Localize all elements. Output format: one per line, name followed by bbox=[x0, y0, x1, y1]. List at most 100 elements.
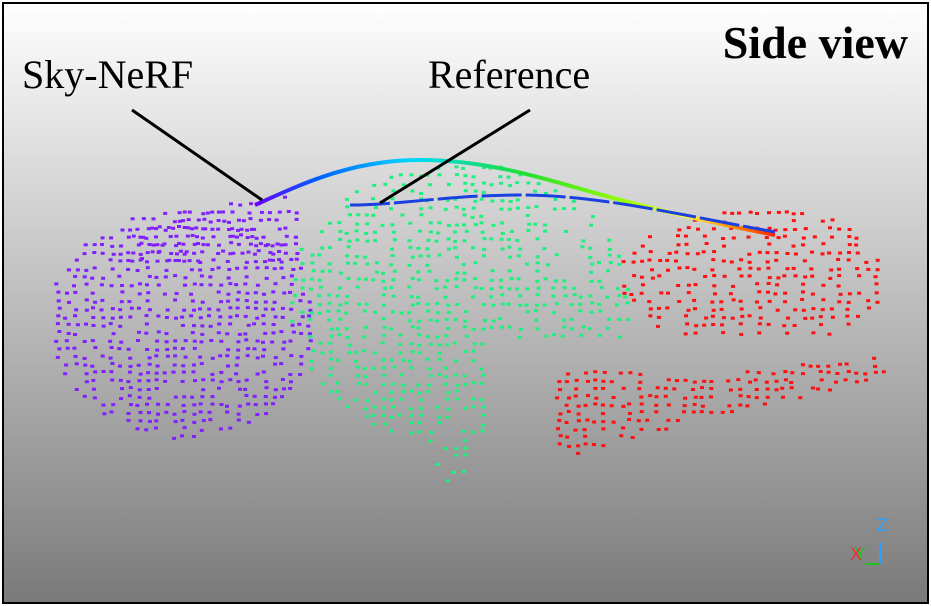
point bbox=[570, 327, 575, 331]
point bbox=[810, 316, 815, 320]
point bbox=[564, 380, 569, 384]
point bbox=[683, 396, 688, 400]
point bbox=[273, 315, 278, 319]
point bbox=[294, 257, 299, 261]
point bbox=[398, 173, 403, 177]
point bbox=[740, 314, 745, 318]
point bbox=[479, 287, 484, 291]
point bbox=[562, 318, 567, 322]
point bbox=[210, 356, 215, 360]
point bbox=[75, 268, 80, 272]
point bbox=[380, 223, 385, 227]
point bbox=[791, 219, 796, 223]
point bbox=[382, 373, 387, 377]
point bbox=[691, 410, 696, 414]
point bbox=[489, 237, 494, 241]
point bbox=[589, 270, 593, 274]
point bbox=[258, 242, 263, 246]
sky-nerf-trajectory bbox=[254, 157, 776, 237]
point bbox=[289, 282, 294, 286]
point bbox=[524, 303, 529, 307]
point bbox=[177, 225, 181, 228]
point bbox=[75, 323, 80, 327]
point bbox=[399, 311, 404, 315]
point bbox=[253, 306, 258, 310]
point bbox=[454, 359, 459, 363]
point bbox=[145, 402, 149, 406]
point bbox=[455, 303, 460, 306]
point bbox=[444, 375, 449, 379]
point bbox=[676, 234, 680, 238]
point bbox=[757, 331, 762, 335]
point bbox=[564, 230, 568, 233]
point bbox=[234, 372, 239, 376]
point bbox=[64, 339, 69, 343]
point bbox=[335, 294, 340, 298]
point bbox=[289, 354, 294, 358]
point bbox=[873, 364, 878, 368]
point bbox=[756, 371, 761, 375]
point bbox=[864, 260, 869, 264]
point bbox=[873, 275, 878, 279]
point bbox=[754, 388, 759, 391]
point bbox=[598, 309, 603, 313]
point bbox=[163, 379, 168, 383]
point bbox=[195, 235, 199, 239]
point bbox=[490, 269, 495, 273]
point bbox=[664, 427, 669, 431]
point bbox=[692, 380, 697, 384]
point bbox=[728, 388, 733, 392]
point bbox=[572, 293, 577, 297]
point bbox=[92, 396, 97, 400]
point bbox=[244, 378, 249, 382]
point bbox=[138, 235, 143, 239]
point bbox=[346, 245, 351, 249]
point bbox=[464, 446, 469, 450]
point bbox=[226, 276, 231, 280]
point bbox=[836, 284, 841, 288]
point bbox=[479, 197, 484, 201]
point bbox=[300, 262, 305, 265]
point bbox=[382, 366, 387, 370]
point bbox=[434, 279, 439, 283]
point bbox=[409, 295, 414, 299]
point bbox=[171, 226, 176, 230]
point bbox=[189, 314, 194, 318]
point bbox=[110, 316, 115, 320]
point bbox=[271, 331, 276, 335]
point bbox=[175, 252, 179, 256]
point bbox=[686, 226, 691, 230]
point bbox=[165, 354, 170, 358]
point bbox=[345, 295, 350, 298]
point bbox=[656, 324, 660, 328]
point bbox=[100, 354, 105, 358]
point bbox=[185, 234, 190, 238]
point bbox=[172, 412, 177, 416]
point bbox=[437, 373, 442, 377]
point bbox=[658, 259, 663, 262]
point bbox=[498, 317, 503, 320]
point bbox=[506, 175, 511, 179]
point bbox=[328, 341, 333, 345]
point bbox=[464, 229, 469, 233]
point bbox=[617, 317, 622, 321]
point bbox=[294, 217, 299, 221]
point bbox=[84, 372, 89, 376]
point bbox=[640, 259, 645, 263]
point bbox=[157, 225, 162, 229]
point bbox=[345, 254, 350, 258]
point bbox=[150, 250, 155, 254]
point bbox=[645, 418, 650, 422]
point bbox=[471, 397, 475, 401]
point bbox=[301, 292, 305, 296]
point bbox=[576, 412, 581, 416]
point bbox=[144, 322, 149, 326]
point bbox=[109, 410, 114, 414]
point bbox=[480, 429, 485, 433]
point bbox=[621, 260, 626, 264]
point bbox=[299, 247, 304, 251]
point bbox=[683, 378, 688, 382]
point bbox=[710, 314, 715, 318]
point bbox=[443, 207, 448, 211]
point bbox=[482, 237, 487, 241]
